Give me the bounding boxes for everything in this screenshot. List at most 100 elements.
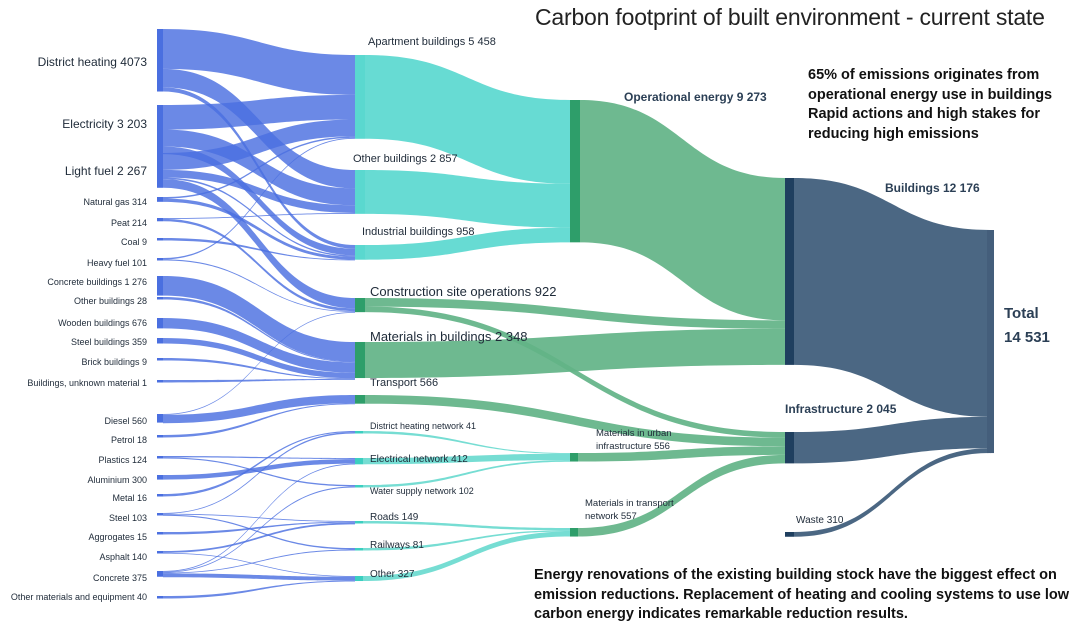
flow-mt-to-inf — [578, 454, 785, 537]
node-hf — [157, 258, 163, 261]
node-mb — [355, 342, 365, 379]
flow-st-to-dhn — [163, 431, 355, 514]
label-pe: Peat 214 — [111, 218, 147, 228]
note-line: 65% of emissions originates from — [808, 67, 1040, 83]
label-ab: Apartment buildings 5 458 — [368, 36, 496, 48]
node-wb — [157, 318, 163, 329]
flow-bb-to-mb — [163, 358, 355, 380]
node-total-edge — [987, 230, 991, 454]
label-tr: Transport 566 — [370, 377, 438, 389]
label-st: Steel 103 — [109, 513, 147, 523]
label-wa: Waste 310 — [796, 515, 844, 526]
flow-sb-to-mb — [163, 338, 355, 379]
node-otb — [355, 170, 365, 214]
node-cb — [157, 276, 163, 296]
node-om — [157, 596, 163, 599]
node-lf — [157, 153, 163, 188]
flow-lf-to-ib — [163, 177, 355, 257]
node-al — [157, 475, 163, 480]
label-cs: Construction site operations 922 — [370, 284, 556, 299]
label-dh: District heating 4073 — [38, 55, 148, 69]
node-tr — [355, 395, 365, 404]
flow-cn-to-en — [163, 463, 355, 572]
flow-hf-to-ab — [163, 137, 355, 260]
node-ib — [355, 245, 365, 260]
node-mu — [570, 453, 578, 462]
flow-hf-to-cs — [163, 259, 355, 312]
sankey-nodes — [157, 29, 994, 599]
label-wb: Wooden buildings 676 — [58, 318, 147, 328]
label-line: infrastructure 556 — [596, 441, 670, 452]
node-ws — [355, 485, 363, 488]
flow-ng-to-ib — [163, 198, 355, 260]
label-bb: Brick buildings 9 — [81, 357, 147, 367]
label-line: Total — [1004, 305, 1039, 322]
recommendation-note: Energy renovations of the existing build… — [534, 567, 1069, 622]
flow-wb-to-mb — [163, 318, 355, 373]
note-line: reducing high emissions — [808, 125, 979, 142]
flow-cs-to-inf — [365, 306, 785, 438]
label-otb: Other buildings 2 857 — [353, 153, 458, 165]
note-line: Rapid actions and high stakes for — [808, 106, 1041, 122]
node-inf — [785, 432, 794, 464]
label-di: Diesel 560 — [104, 416, 147, 426]
flow-cb-to-mb — [163, 276, 355, 362]
label-line: 14 531 — [1004, 329, 1050, 346]
flow-pe-to-cs — [163, 218, 355, 312]
flow-el-to-ab — [163, 94, 355, 130]
node-st — [157, 513, 163, 516]
node-me — [157, 494, 163, 497]
label-inf: Infrastructure 2 045 — [785, 402, 897, 416]
flow-cs-to-bl — [365, 298, 785, 329]
node-pe — [157, 218, 163, 222]
flow-ws-to-mu — [363, 460, 570, 488]
label-cb: Concrete buildings 1 276 — [47, 277, 147, 287]
label-as: Asphalt 140 — [99, 552, 147, 562]
node-ab — [355, 55, 365, 139]
node-op — [570, 100, 580, 243]
label-el: Electricity 3 203 — [62, 117, 147, 131]
flow-co-to-ib — [163, 238, 355, 261]
flow-dh-to-otb — [163, 68, 355, 189]
flow-cn-to-ws — [163, 486, 355, 573]
flow-mb-to-bl — [365, 328, 785, 379]
node-bl — [785, 178, 794, 365]
flow-om-to-ot — [163, 580, 355, 599]
node-pt — [157, 435, 163, 438]
flow-pe-to-otb — [163, 212, 355, 219]
node-as — [157, 551, 163, 554]
flow-el-to-ib — [163, 146, 355, 256]
node-ob — [157, 297, 163, 300]
label-sb: Steel buildings 359 — [71, 337, 147, 347]
node-cs — [355, 298, 365, 313]
node-ot — [355, 576, 363, 582]
flow-pl-to-ws — [163, 457, 355, 487]
node-cn — [157, 571, 163, 577]
node-ag — [157, 532, 163, 535]
label-mb: Materials in buildings 2 348 — [370, 329, 528, 344]
flow-tr-to-inf — [365, 395, 785, 447]
flow-dhn-to-mu — [363, 431, 570, 454]
label-pt: Petrol 18 — [111, 435, 147, 445]
flow-en-to-mu — [363, 453, 570, 465]
label-line: Materials in transport — [585, 498, 674, 509]
flow-me-to-dhn — [163, 431, 355, 497]
label-ot: Other 327 — [370, 569, 415, 580]
flow-di-to-cs — [163, 311, 355, 415]
note-line: operational energy use in buildings — [808, 86, 1053, 103]
flow-as-to-ot — [163, 552, 355, 577]
flow-inf-to-tot — [794, 416, 990, 464]
flow-as-to-rd — [163, 522, 355, 553]
flow-cn-to-ot — [163, 573, 355, 581]
node-ng — [157, 197, 163, 202]
flow-mu-to-inf — [578, 446, 785, 462]
key-finding-note: 65% of emissions originates from operati… — [808, 66, 1088, 144]
flow-rd-to-mt — [363, 521, 570, 531]
label-al: Aluminium 300 — [87, 475, 147, 485]
flow-pl-to-en — [163, 456, 355, 460]
flow-bu-to-mb — [163, 379, 355, 383]
label-lf: Light fuel 2 267 — [65, 164, 147, 178]
label-ng: Natural gas 314 — [83, 197, 147, 207]
